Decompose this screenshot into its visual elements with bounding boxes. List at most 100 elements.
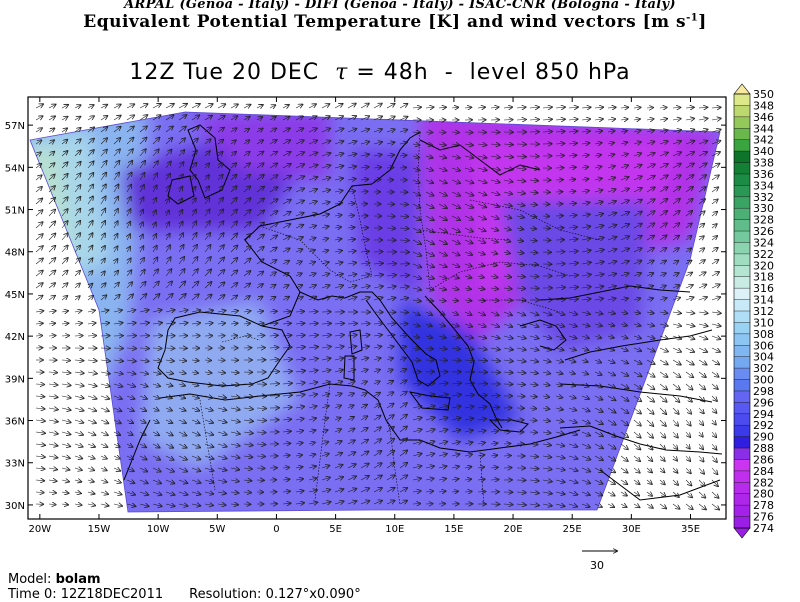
lat-tick-label: 36N <box>5 417 25 428</box>
lat-tick-label: 30N <box>5 501 25 512</box>
colorbar-level-label: 350 <box>753 88 774 101</box>
lon-tick-label: 5E <box>329 524 342 535</box>
colorbar-swatch <box>734 322 750 333</box>
colorbar-swatch <box>734 242 750 253</box>
colorbar-level-label: 340 <box>753 145 774 158</box>
colorbar-swatch <box>734 208 750 219</box>
colorbar-level-label: 308 <box>753 328 774 341</box>
colorbar-swatch <box>734 288 750 299</box>
colorbar-level-label: 318 <box>753 271 774 284</box>
lon-tick-label: 0 <box>273 524 279 535</box>
lat-tick-label: 57N <box>5 121 25 132</box>
colorbar: 2742762782802822842862882902922942962983… <box>734 84 774 538</box>
colorbar-level-label: 348 <box>753 99 774 112</box>
colorbar-swatch <box>734 482 750 493</box>
colorbar-level-label: 286 <box>753 453 774 466</box>
model-label: Model: <box>8 572 51 587</box>
colorbar-level-label: 328 <box>753 214 774 227</box>
colorbar-level-label: 310 <box>753 316 774 329</box>
lat-tick-label: 33N <box>5 459 25 470</box>
colorbar-swatch <box>734 459 750 470</box>
colorbar-level-label: 334 <box>753 179 774 192</box>
colorbar-level-label: 336 <box>753 168 774 181</box>
colorbar-level-label: 338 <box>753 157 774 170</box>
colorbar-level-label: 346 <box>753 111 774 124</box>
colorbar-level-label: 306 <box>753 339 774 352</box>
colorbar-swatch <box>734 151 750 162</box>
model-name: bolam <box>56 572 101 587</box>
colorbar-swatch <box>734 414 750 425</box>
colorbar-swatch <box>734 368 750 379</box>
colorbar-swatch <box>734 505 750 516</box>
colorbar-level-label: 300 <box>753 374 774 387</box>
colorbar-level-label: 278 <box>753 499 774 512</box>
lat-tick-label: 42N <box>5 332 25 343</box>
colorbar-swatch <box>734 311 750 322</box>
colorbar-level-label: 330 <box>753 202 774 215</box>
colorbar-level-label: 304 <box>753 351 774 364</box>
colorbar-swatch <box>734 94 750 105</box>
lat-tick-label: 45N <box>5 290 25 301</box>
lon-tick-label: 10W <box>147 524 170 535</box>
theta-e-field <box>20 100 740 520</box>
colorbar-level-label: 316 <box>753 282 774 295</box>
colorbar-level-label: 324 <box>753 236 774 249</box>
colorbar-swatch <box>734 254 750 265</box>
colorbar-swatch <box>734 334 750 345</box>
colorbar-swatch <box>734 448 750 459</box>
colorbar-level-label: 276 <box>753 511 774 524</box>
colorbar-level-label: 314 <box>753 294 774 307</box>
lat-tick-label: 39N <box>5 374 25 385</box>
colorbar-swatch <box>734 357 750 368</box>
colorbar-level-label: 298 <box>753 385 774 398</box>
colorbar-swatch <box>734 277 750 288</box>
colorbar-level-label: 296 <box>753 396 774 409</box>
colorbar-level-label: 320 <box>753 259 774 272</box>
colorbar-level-label: 342 <box>753 134 774 147</box>
colorbar-swatch <box>734 197 750 208</box>
wind-reference-label: 30 <box>590 559 604 572</box>
colorbar-swatch <box>734 174 750 185</box>
colorbar-level-label: 280 <box>753 488 774 501</box>
colorbar-swatch <box>734 437 750 448</box>
colorbar-swatch <box>734 140 750 151</box>
colorbar-swatch <box>734 185 750 196</box>
colorbar-level-label: 326 <box>753 225 774 238</box>
colorbar-swatch <box>734 300 750 311</box>
colorbar-level-label: 332 <box>753 191 774 204</box>
colorbar-swatch <box>734 117 750 128</box>
colorbar-swatch <box>734 425 750 436</box>
colorbar-level-label: 288 <box>753 442 774 455</box>
lon-tick-label: 15E <box>444 524 463 535</box>
colorbar-level-label: 282 <box>753 476 774 489</box>
colorbar-level-label: 284 <box>753 465 774 478</box>
colorbar-swatch <box>734 471 750 482</box>
colorbar-min-triangle <box>734 528 750 538</box>
colorbar-level-label: 344 <box>753 122 774 135</box>
colorbar-swatch <box>734 265 750 276</box>
wind-reference: 30 <box>582 551 617 572</box>
colorbar-swatch <box>734 220 750 231</box>
lon-tick-label: 5W <box>209 524 225 535</box>
colorbar-swatch <box>734 345 750 356</box>
lat-tick-label: 54N <box>5 163 25 174</box>
lon-tick-label: 20E <box>504 524 523 535</box>
colorbar-level-label: 274 <box>753 522 774 535</box>
colorbar-swatch <box>734 517 750 528</box>
lon-tick-label: 25E <box>563 524 582 535</box>
colorbar-level-label: 290 <box>753 431 774 444</box>
colorbar-swatch <box>734 380 750 391</box>
colorbar-level-label: 292 <box>753 419 774 432</box>
colorbar-swatch <box>734 105 750 116</box>
colorbar-level-label: 322 <box>753 248 774 261</box>
colorbar-swatch <box>734 494 750 505</box>
lat-tick-label: 51N <box>5 206 25 217</box>
colorbar-level-label: 312 <box>753 305 774 318</box>
lon-tick-label: 20W <box>29 524 52 535</box>
colorbar-swatch <box>734 128 750 139</box>
colorbar-swatch <box>734 231 750 242</box>
lon-tick-label: 30E <box>622 524 641 535</box>
colorbar-level-label: 302 <box>753 362 774 375</box>
